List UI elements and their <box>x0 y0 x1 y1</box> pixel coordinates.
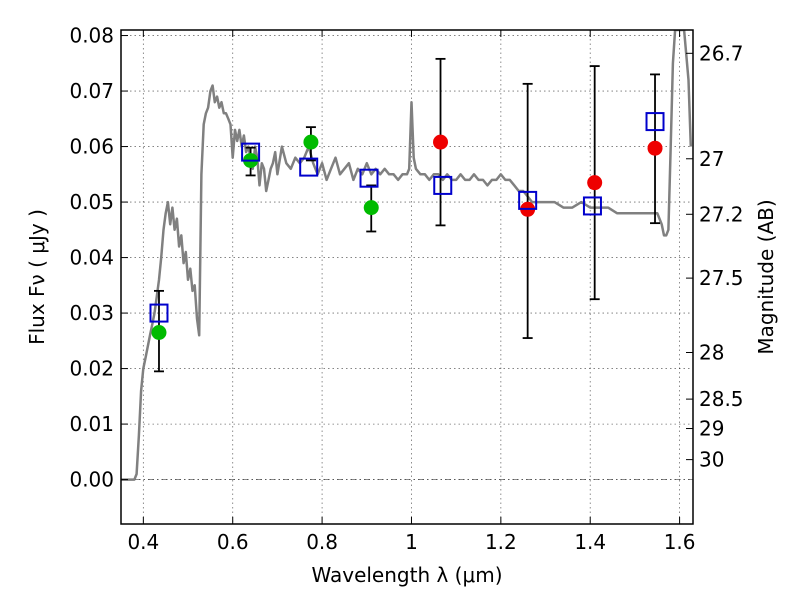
y-axis-label: Flux Fν ( μJy ) <box>25 209 49 345</box>
right-tick-label: 27.5 <box>699 266 744 290</box>
model-photometry-square <box>433 175 453 195</box>
y-tick-label: 0.05 <box>69 190 114 214</box>
model-photometry-square <box>582 196 602 216</box>
y-tick-label: 0.04 <box>69 246 114 270</box>
right-tick-label: 29 <box>699 417 724 441</box>
right-tick-label: 28 <box>699 340 724 364</box>
y-tick-label: 0.08 <box>69 24 114 48</box>
model-photometry-square <box>149 303 169 323</box>
x-tick-label: 0.6 <box>217 530 249 554</box>
right-tick-label: 27 <box>699 147 724 171</box>
model-photometry-square <box>241 142 261 162</box>
y-tick-label: 0.07 <box>69 79 114 103</box>
red-data-point <box>587 175 603 191</box>
green-data-point <box>363 200 379 216</box>
model-sed-line <box>121 30 693 481</box>
model-photometry-square <box>359 168 379 188</box>
y-tick-label: 0.01 <box>69 412 114 436</box>
x-tick-label: 1 <box>405 530 418 554</box>
green-data-point <box>151 325 167 341</box>
y-tick-label: 0.06 <box>69 135 114 159</box>
model-photometry-square <box>299 157 319 177</box>
green-data-point <box>303 134 319 150</box>
plot-area <box>121 30 693 481</box>
x-tick-label: 0.4 <box>127 530 159 554</box>
x-tick-label: 0.8 <box>306 530 338 554</box>
red-data-point <box>647 140 663 156</box>
right-tick-label: 30 <box>699 448 724 472</box>
axes-ticks: 0.4 0.6 0.8 1 1.2 1.4 1.6 0.00 0.01 0.02 0.03 0.04 0… <box>69 24 743 554</box>
right-tick-label: 28.5 <box>699 387 744 411</box>
plot-frame <box>120 29 694 525</box>
red-data-point <box>433 134 449 150</box>
y-tick-label: 0.03 <box>69 301 114 325</box>
x-axis-label: Wavelength λ (μm) <box>311 563 502 587</box>
x-tick-label: 1.4 <box>574 530 606 554</box>
x-tick-label: 1.6 <box>664 530 696 554</box>
model-photometry-square <box>645 112 665 132</box>
y-tick-label: 0.00 <box>69 468 114 492</box>
model-photometry-square <box>518 190 538 210</box>
x-tick-label: 1.2 <box>485 530 517 554</box>
grid <box>121 30 693 524</box>
right-tick-label: 27.2 <box>699 202 744 226</box>
right-tick-label: 26.7 <box>699 41 744 65</box>
right-axis-label: Magnitude (AB) <box>754 199 778 354</box>
y-tick-label: 0.02 <box>69 357 114 381</box>
